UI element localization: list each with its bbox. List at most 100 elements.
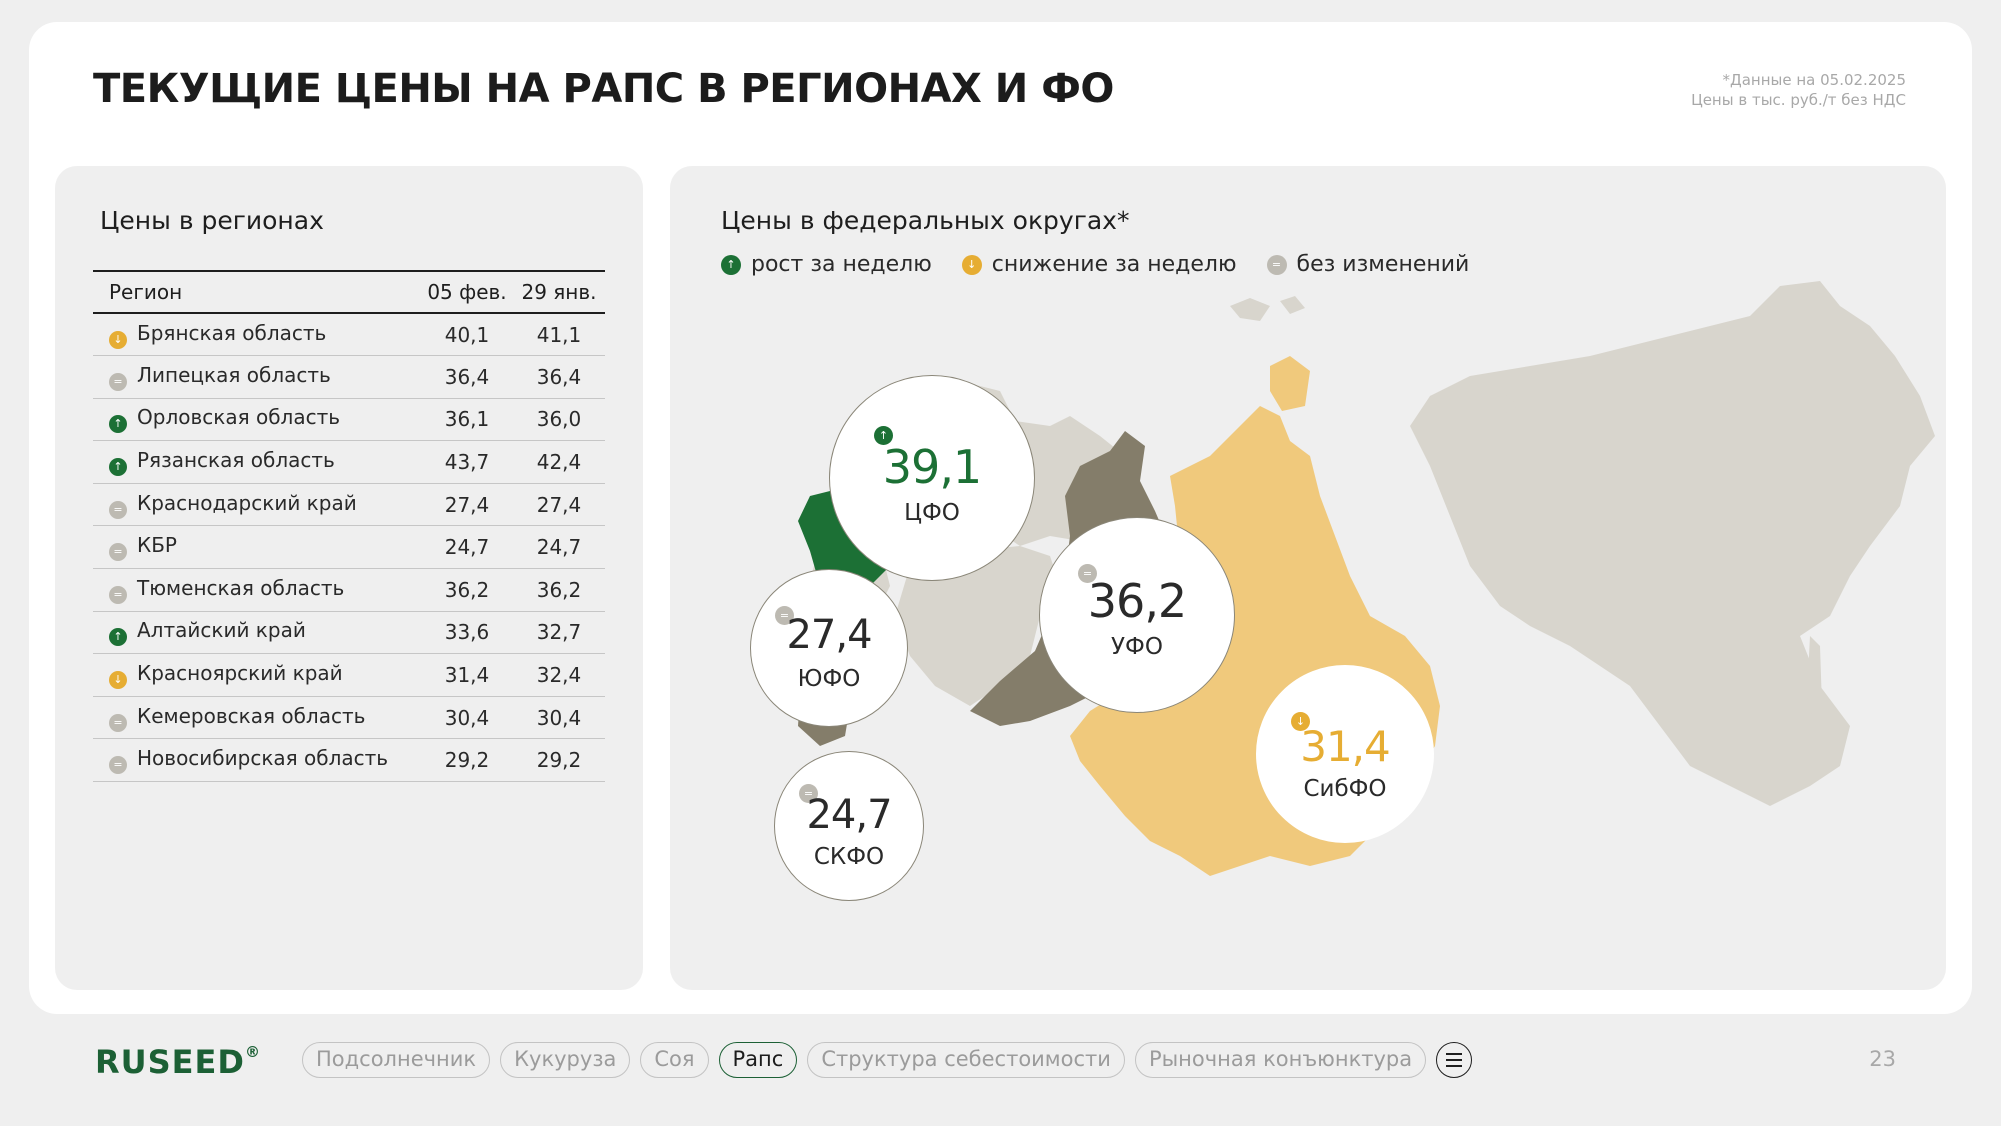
page-title: ТЕКУЩИЕ ЦЕНЫ НА РАПС В РЕГИОНАХ И ФО bbox=[93, 66, 1114, 112]
price-previous: 27,4 bbox=[513, 483, 605, 527]
price-current: 24,7 bbox=[421, 525, 513, 570]
price-previous: 32,4 bbox=[513, 653, 605, 697]
table-row: ↑ Рязанская область 43,7 42,4 bbox=[93, 440, 605, 484]
price-current: 36,1 bbox=[421, 398, 513, 442]
region-name: Тюменская область bbox=[137, 575, 345, 600]
price-previous: 24,7 bbox=[513, 525, 605, 570]
equals-icon: = bbox=[109, 713, 127, 732]
bubble-skfo-name: СКФО bbox=[813, 844, 885, 870]
ruseed-logo: RUSEED® bbox=[95, 1043, 261, 1081]
regions-table: Регион 05 фев. 29 янв. ↓ Брянская область… bbox=[93, 270, 605, 783]
price-current: 27,4 bbox=[421, 483, 513, 527]
equals-icon: = bbox=[799, 784, 818, 803]
legend-flat: = без изменений bbox=[1266, 252, 1470, 277]
table-row: ↓ Брянская область 40,1 41,1 bbox=[93, 313, 605, 357]
arrow-down-icon: ↓ bbox=[1291, 712, 1310, 731]
districts-legend: ↑ рост за неделю ↓ снижение за неделю = … bbox=[721, 252, 1469, 277]
regions-title: Цены в регионах bbox=[100, 206, 324, 235]
arrow-up-icon: ↑ bbox=[721, 254, 741, 275]
bubble-ufo-value: 36,2 bbox=[1087, 574, 1187, 628]
nav-pill[interactable]: Соя bbox=[640, 1042, 709, 1078]
region-name: КБР bbox=[137, 533, 177, 558]
nav-pill[interactable]: Рыночная конъюнктура bbox=[1134, 1042, 1427, 1078]
price-current: 29,2 bbox=[421, 738, 513, 783]
table-row: ↓ Красноярский край 31,4 32,4 bbox=[93, 653, 605, 697]
logo-text: RUSEED bbox=[95, 1043, 245, 1081]
bubble-skfo-value: 24,7 bbox=[806, 792, 892, 838]
nav-pill[interactable]: Кукуруза bbox=[500, 1042, 631, 1078]
nav-pill[interactable]: Структура себестоимости bbox=[807, 1042, 1125, 1078]
table-row: ↑ Алтайский край 33,6 32,7 bbox=[93, 611, 605, 655]
price-current: 30,4 bbox=[421, 696, 513, 740]
legend-down: ↓ снижение за неделю bbox=[961, 252, 1237, 277]
note-date: *Данные на 05.02.2025 bbox=[1722, 71, 1906, 89]
section-nav: Подсолнечник Кукуруза Соя Рапс Структура себ… bbox=[302, 1042, 1473, 1078]
arrow-up-icon: ↑ bbox=[109, 628, 127, 647]
table-row: = Новосибирская область 29,2 29,2 bbox=[93, 738, 605, 783]
bubble-ufo: = 36,2 УФО bbox=[1039, 517, 1235, 713]
districts-panel: Цены в федеральных округах* ↑ рост за не… bbox=[670, 166, 1946, 990]
arrow-up-icon: ↑ bbox=[109, 458, 127, 477]
table-row: = Липецкая область 36,4 36,4 bbox=[93, 355, 605, 399]
region-name: Алтайский край bbox=[137, 618, 306, 643]
table-row: ↑ Орловская область 36,1 36,0 bbox=[93, 398, 605, 442]
column-header-region: Регион bbox=[93, 270, 421, 314]
arrow-down-icon: ↓ bbox=[109, 671, 127, 690]
legend-up-label: рост за неделю bbox=[751, 252, 932, 277]
column-header-previous: 29 янв. bbox=[513, 270, 605, 314]
legend-flat-label: без изменений bbox=[1296, 252, 1470, 277]
bubble-ufo-name: УФО bbox=[1111, 634, 1163, 660]
table-row: = Кемеровская область 30,4 30,4 bbox=[93, 696, 605, 740]
equals-icon: = bbox=[775, 606, 794, 625]
equals-icon: = bbox=[109, 585, 127, 604]
nav-pill[interactable]: Рапс bbox=[718, 1042, 798, 1078]
column-header-current: 05 фев. bbox=[421, 270, 513, 314]
price-current: 43,7 bbox=[421, 440, 513, 484]
bubble-cfo: ↑ 39,1 ЦФО bbox=[829, 375, 1035, 581]
region-cell: = Краснодарский край bbox=[93, 483, 421, 527]
table-row: = Краснодарский край 27,4 27,4 bbox=[93, 483, 605, 527]
arrow-up-icon: ↑ bbox=[109, 415, 127, 434]
bubble-yufo-name: ЮФО bbox=[797, 666, 861, 692]
map-region-kamchatka bbox=[1855, 386, 1905, 526]
legend-up: ↑ рост за неделю bbox=[721, 252, 932, 277]
data-note: *Данные на 05.02.2025 Цены в тыс. руб./т… bbox=[1691, 70, 1906, 110]
registered-mark: ® bbox=[244, 1043, 261, 1061]
region-cell: ↑ Алтайский край bbox=[93, 611, 421, 655]
slide-card: ТЕКУЩИЕ ЦЕНЫ НА РАПС В РЕГИОНАХ И ФО *Да… bbox=[29, 22, 1972, 1014]
arrow-down-icon: ↓ bbox=[109, 330, 127, 349]
bubble-yufo-value: 27,4 bbox=[786, 612, 872, 658]
price-previous: 36,0 bbox=[513, 398, 605, 442]
equals-icon: = bbox=[1266, 254, 1287, 275]
price-current: 36,2 bbox=[421, 568, 513, 612]
region-cell: = Липецкая область bbox=[93, 355, 421, 399]
region-name: Брянская область bbox=[137, 320, 327, 345]
bubble-sibfo-value: 31,4 bbox=[1300, 722, 1391, 771]
menu-icon[interactable] bbox=[1436, 1042, 1473, 1078]
nav-pill[interactable]: Подсолнечник bbox=[302, 1042, 491, 1078]
arrow-up-icon: ↑ bbox=[874, 426, 893, 445]
page-number: 23 bbox=[1869, 1047, 1896, 1071]
region-cell: = КБР bbox=[93, 525, 421, 570]
price-previous: 30,4 bbox=[513, 696, 605, 740]
map-region-taimyr bbox=[1270, 356, 1310, 411]
price-current: 33,6 bbox=[421, 611, 513, 655]
region-name: Новосибирская область bbox=[137, 746, 389, 771]
regions-table-body: ↓ Брянская область 40,1 41,1 = Липецкая облас… bbox=[93, 313, 605, 783]
table-row: = КБР 24,7 24,7 bbox=[93, 525, 605, 570]
map-region-islands bbox=[1230, 296, 1588, 416]
price-current: 40,1 bbox=[421, 313, 513, 357]
region-cell: ↓ Брянская область bbox=[93, 313, 421, 357]
districts-title: Цены в федеральных округах* bbox=[721, 206, 1130, 235]
equals-icon: = bbox=[109, 543, 127, 562]
equals-icon: = bbox=[109, 500, 127, 519]
region-cell: ↑ Орловская область bbox=[93, 398, 421, 442]
region-cell: = Новосибирская область bbox=[93, 738, 421, 783]
table-header-row: Регион 05 фев. 29 янв. bbox=[93, 270, 605, 314]
bubble-cfo-value: 39,1 bbox=[882, 440, 982, 494]
bubble-skfo: = 24,7 СКФО bbox=[774, 751, 924, 901]
price-previous: 29,2 bbox=[513, 738, 605, 783]
equals-icon: = bbox=[1078, 564, 1097, 583]
map-region-dfo bbox=[1410, 281, 1935, 806]
region-cell: = Кемеровская область bbox=[93, 696, 421, 740]
